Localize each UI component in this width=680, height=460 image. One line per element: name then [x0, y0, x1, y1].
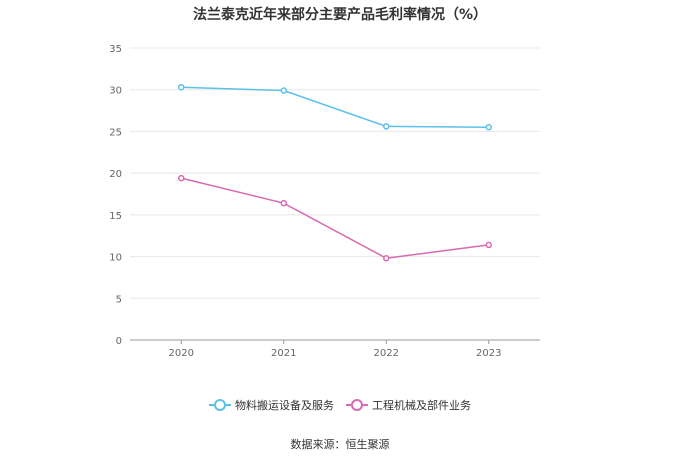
- x-tick-label-0: 2020: [169, 348, 194, 359]
- data-point-s1-2022: [383, 123, 390, 130]
- y-tick-label-3: 15: [109, 211, 122, 222]
- data-point-s2-2022: [383, 254, 390, 262]
- data-point-s2-2023: [485, 241, 492, 249]
- legend-label-series-1: 物料搬运设备及服务: [235, 399, 334, 412]
- source-note: 数据来源：恒生聚源: [290, 438, 390, 451]
- data-point-s2-2020: [178, 174, 185, 182]
- y-tick-label-6: 30: [109, 86, 122, 97]
- y-tick-label-0: 0: [116, 336, 122, 347]
- axes: 0 5 10 15 20 25 30 35 2020 2021 2022 2023: [109, 44, 540, 359]
- series-layer: [178, 83, 492, 262]
- data-point-s1-2021: [280, 87, 287, 94]
- data-point-s2-2021: [280, 199, 287, 207]
- x-tick-label-3: 2023: [476, 348, 501, 359]
- legend-swatch-series-2: [346, 399, 368, 411]
- y-tick-label-7: 35: [109, 44, 122, 55]
- y-tick-label-4: 20: [109, 169, 122, 180]
- y-tick-label-5: 25: [109, 127, 122, 138]
- series-line-2: [181, 177, 489, 260]
- y-tick-label-2: 10: [109, 253, 122, 264]
- chart-title: 法兰泰克近年来部分主要产品毛利率情况（%）: [192, 7, 488, 23]
- series-line-1: [181, 86, 489, 129]
- legend-swatch-series-1: [209, 399, 231, 411]
- x-tick-label-2: 2022: [374, 348, 399, 359]
- y-tick-label-1: 5: [116, 294, 122, 305]
- data-point-s1-2023: [485, 124, 492, 131]
- grid: [130, 47, 540, 299]
- data-point-s1-2020: [178, 83, 185, 91]
- legend-item-series-2[interactable]: 工程机械及部件业务: [346, 397, 471, 413]
- legend: 物料搬运设备及服务 工程机械及部件业务: [0, 397, 680, 413]
- legend-item-series-1[interactable]: 物料搬运设备及服务: [209, 397, 334, 413]
- x-tick-label-1: 2021: [271, 348, 296, 359]
- legend-label-series-2: 工程机械及部件业务: [372, 399, 471, 412]
